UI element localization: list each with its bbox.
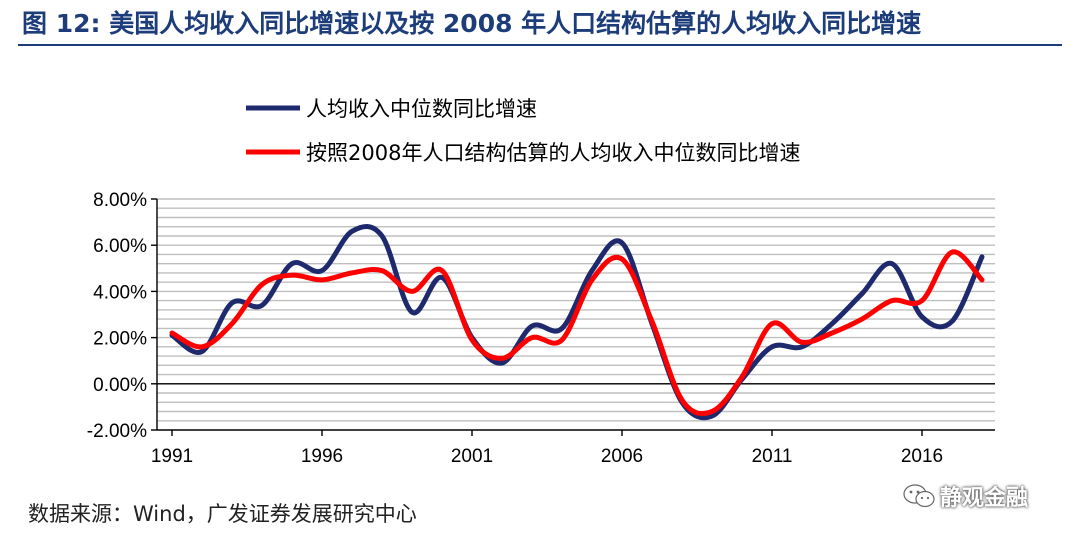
series-line-1 bbox=[169, 223, 985, 421]
data-source-note: 数据来源：Wind，广发证券发展研究中心 bbox=[28, 502, 417, 526]
wechat-icon bbox=[903, 484, 935, 508]
x-tick-label: 1991 bbox=[151, 446, 193, 467]
grid-lines bbox=[157, 198, 995, 422]
y-tick-label: 8.00% bbox=[93, 190, 147, 211]
y-tick-label: 4.00% bbox=[93, 282, 147, 303]
watermark: 静观金融 bbox=[902, 480, 1028, 512]
x-tick-label: 1996 bbox=[301, 446, 343, 467]
x-tick-label: 2006 bbox=[601, 446, 643, 467]
y-tick-label: 6.00% bbox=[93, 236, 147, 257]
y-tick-label: 0.00% bbox=[93, 375, 147, 396]
legend: 人均收入中位数同比增速 按照2008年人口结构估算的人均收入中位数同比增速 bbox=[246, 97, 800, 165]
x-tick-label: 2016 bbox=[901, 446, 943, 467]
tick-labels: -2.00% 0.00% 2.00% 4.00% 6.00% 8.00% 1991 1996 2… bbox=[87, 190, 943, 467]
x-tick-label: 2011 bbox=[752, 446, 793, 467]
title-rule bbox=[18, 44, 1062, 46]
y-tick-label: 2.00% bbox=[93, 329, 147, 350]
y-tick-label: -2.00% bbox=[87, 421, 147, 442]
legend-label-series-2: 按照2008年人口结构估算的人均收入中位数同比增速 bbox=[306, 141, 800, 165]
series-line-2 bbox=[169, 249, 985, 417]
legend-label-series-1: 人均收入中位数同比增速 bbox=[306, 97, 537, 121]
series-lines bbox=[169, 223, 985, 421]
x-tick-label: 2001 bbox=[451, 446, 493, 467]
axes bbox=[151, 198, 995, 436]
figure-title: 图 12: 美国人均收入同比增速以及按 2008 年人口结构估算的人均收入同比增… bbox=[22, 9, 922, 38]
watermark-text: 静观金融 bbox=[940, 486, 1029, 511]
